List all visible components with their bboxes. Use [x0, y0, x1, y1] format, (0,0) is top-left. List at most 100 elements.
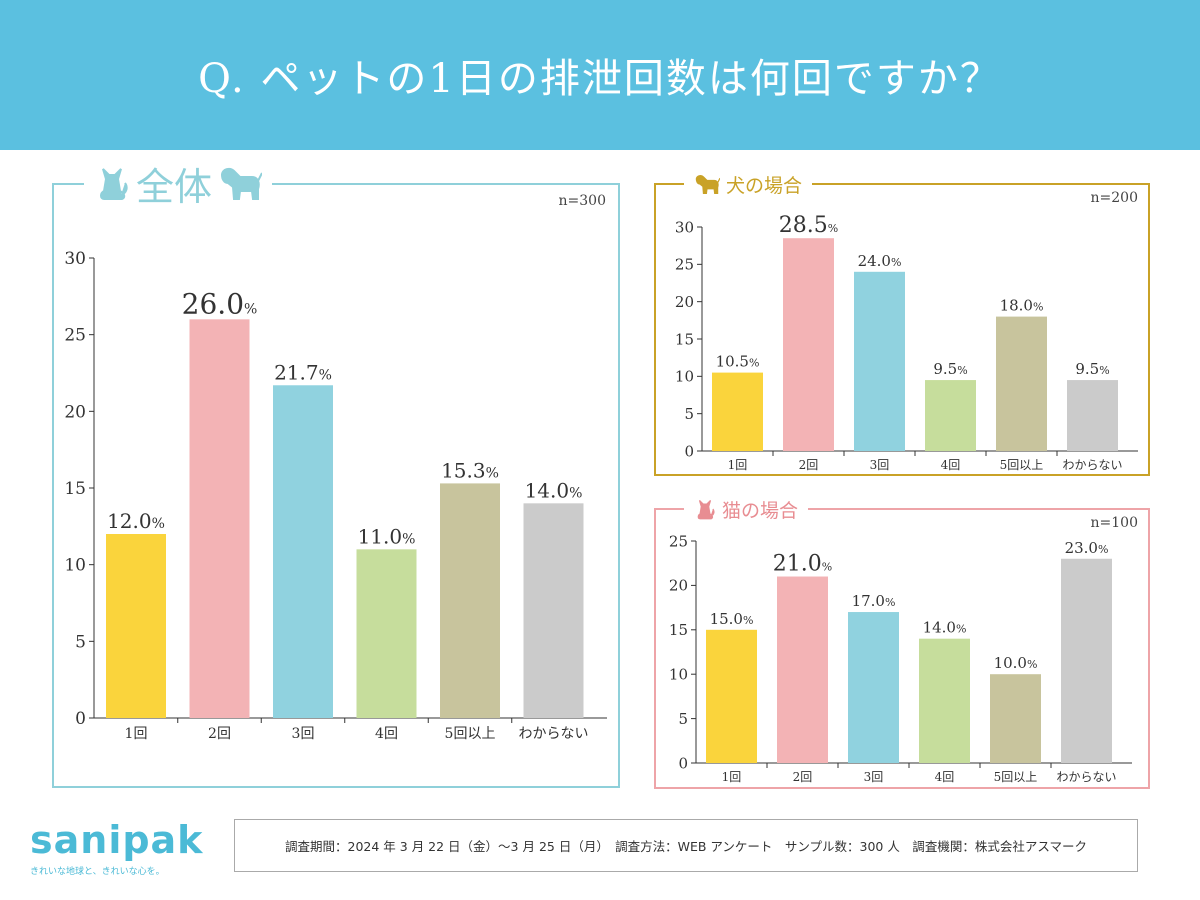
category-label: わからない [1062, 458, 1122, 472]
panel-all: 全体 n=300 0 5 10 15 20 25 30 1回 12.0% 2回 26.0% 3回 21.… [52, 159, 620, 788]
data-label: 9.5% [933, 360, 967, 378]
category-label: 4回 [375, 726, 398, 742]
data-label: 21.7% [274, 360, 332, 384]
bar [854, 271, 905, 451]
category-label: 5回以上 [445, 726, 496, 742]
data-label: 15.0% [710, 610, 754, 628]
data-label: 15.3% [441, 458, 499, 482]
category-label: 4回 [941, 458, 961, 472]
bar [106, 534, 166, 718]
panel-all-title: 全体 [84, 159, 273, 209]
category-label: わからない [1056, 770, 1116, 784]
bar [189, 319, 250, 718]
data-label: 26.0% [182, 287, 258, 320]
y-tick-label: 20 [675, 293, 694, 311]
y-tick-label: 5 [678, 710, 688, 728]
data-label: 10.5% [716, 353, 760, 371]
bar [996, 316, 1047, 451]
chart-all: 0 5 10 15 20 25 30 1回 12.0% 2回 26.0% 3回 21.7% 4回 11.0%… [64, 249, 607, 742]
y-tick-label: 20 [64, 402, 86, 422]
y-tick-label: 15 [669, 621, 688, 639]
cat-icon [100, 168, 128, 200]
data-label: 11.0% [358, 524, 416, 548]
bar [925, 380, 976, 451]
y-tick-label: 5 [684, 405, 694, 423]
y-tick-label: 15 [64, 479, 86, 499]
category-label: 3回 [292, 726, 315, 742]
panel-dog-title-text: 犬の場合 [726, 174, 803, 197]
category-label: 2回 [799, 458, 819, 472]
category-label: 3回 [870, 458, 890, 472]
survey-info-text: 調査期間：2024 年 3 月 22 日（金）～3 月 25 日（月） 調査方法… [285, 839, 1087, 854]
bar [848, 612, 899, 763]
y-tick-label: 25 [675, 256, 694, 274]
panel-dog: 犬の場合 n=200 0 5 10 15 20 25 30 1回 10.5% 2回 28.5% 3回 2… [654, 171, 1150, 476]
logo-wordmark: sanipak [30, 818, 204, 862]
y-tick-label: 10 [64, 556, 86, 576]
bar [990, 674, 1041, 763]
sanipak-logo: sanipak きれいな地球と、きれいな心を。 [30, 818, 204, 877]
category-label: 1回 [722, 770, 742, 784]
y-tick-label: 0 [684, 442, 694, 460]
panel-dog-n: n=200 [1090, 190, 1138, 206]
panel-cat-n: n=100 [1090, 515, 1138, 531]
data-label: 14.0% [525, 478, 583, 502]
y-tick-label: 30 [64, 249, 86, 269]
category-label: 2回 [208, 726, 231, 742]
bar [783, 238, 834, 451]
data-label: 23.0% [1065, 539, 1109, 557]
category-label: 1回 [728, 458, 748, 472]
y-tick-label: 25 [669, 532, 688, 550]
bar [706, 629, 757, 763]
bar [523, 503, 584, 718]
category-label: わからない [519, 726, 589, 742]
page-title: Q. ペットの1日の排泄回数は何回ですか？ [198, 56, 1002, 102]
bar [356, 549, 417, 718]
data-label: 17.0% [852, 592, 896, 610]
category-label: 3回 [864, 770, 884, 784]
data-label: 21.0% [773, 552, 832, 577]
bar [440, 483, 500, 718]
data-label: 28.5% [779, 213, 838, 238]
y-tick-label: 30 [675, 218, 694, 236]
panel-cat-title: 猫の場合 [684, 496, 809, 522]
y-tick-label: 0 [75, 709, 86, 729]
panel-all-title-text: 全体 [136, 164, 213, 209]
category-label: 5回以上 [994, 770, 1038, 784]
chart-cat: 0 5 10 15 20 25 1回 15.0% 2回 21.0% 3回 17.0% 4回 14.0% 5回… [669, 532, 1132, 784]
category-label: 1回 [125, 726, 148, 742]
category-label: 4回 [935, 770, 955, 784]
data-label: 10.0% [994, 654, 1038, 672]
bar [712, 372, 763, 451]
panel-dog-title: 犬の場合 [684, 171, 813, 197]
category-label: 2回 [793, 770, 813, 784]
y-tick-label: 15 [675, 330, 694, 348]
dog-icon [221, 167, 263, 200]
y-tick-label: 10 [675, 368, 694, 386]
panel-cat-title-text: 猫の場合 [722, 499, 799, 522]
y-tick-label: 25 [64, 326, 86, 346]
cat-icon [697, 500, 715, 520]
data-label: 24.0% [858, 252, 902, 270]
data-label: 18.0% [1000, 297, 1044, 315]
bar [919, 638, 970, 763]
bar [273, 385, 333, 718]
panel-all-n: n=300 [558, 193, 606, 209]
y-tick-label: 10 [669, 665, 688, 683]
bar [1067, 380, 1118, 451]
chart-dog: 0 5 10 15 20 25 30 1回 10.5% 2回 28.5% 3回 24.0% 4回 9.5% 5… [675, 213, 1138, 472]
logo-tagline: きれいな地球と、きれいな心を。 [30, 867, 165, 877]
dog-icon [695, 175, 720, 195]
data-label: 14.0% [923, 619, 967, 637]
header-banner: Q. ペットの1日の排泄回数は何回ですか？ [0, 0, 1200, 150]
data-label: 9.5% [1075, 360, 1109, 378]
panel-cat: 猫の場合 n=100 0 5 10 15 20 25 1回 15.0% 2回 21.0% 3回 17.… [654, 496, 1150, 789]
y-tick-label: 0 [678, 754, 688, 772]
y-tick-label: 5 [75, 632, 86, 652]
survey-info-footer: 調査期間：2024 年 3 月 22 日（金）～3 月 25 日（月） 調査方法… [234, 819, 1138, 872]
data-label: 12.0% [107, 509, 165, 533]
bar [1061, 558, 1112, 763]
bar [777, 576, 828, 763]
category-label: 5回以上 [1000, 458, 1044, 472]
y-tick-label: 20 [669, 577, 688, 595]
